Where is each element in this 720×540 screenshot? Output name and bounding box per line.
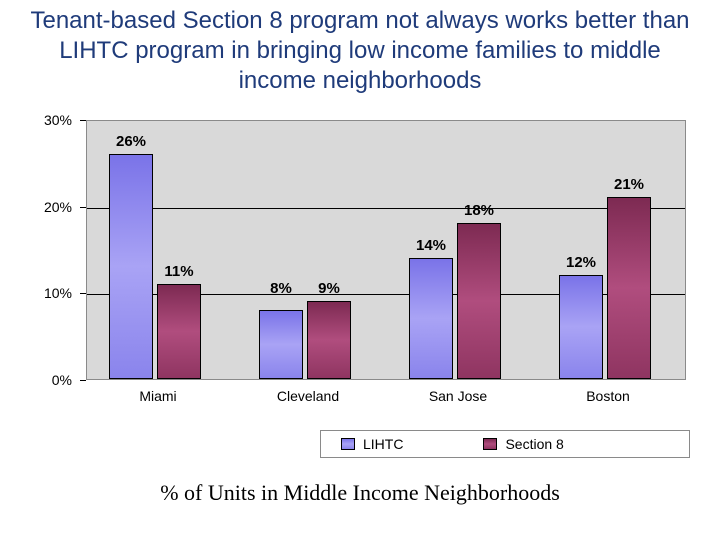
- bar-label: 26%: [116, 133, 146, 150]
- y-tick-0: 0%: [52, 372, 72, 388]
- bar-lihtc-boston: [559, 275, 603, 379]
- y-tick-2: 20%: [44, 199, 72, 215]
- bar-label: 9%: [318, 280, 340, 297]
- group-cleveland: 8% 9%: [237, 121, 387, 379]
- y-mark: [80, 380, 86, 381]
- bar-lihtc-sanjose: [409, 258, 453, 379]
- bar-section8-boston: [607, 197, 651, 379]
- bar-section8-sanjose: [457, 223, 501, 379]
- bar-label: 21%: [614, 176, 644, 193]
- bar-label: 8%: [270, 280, 292, 297]
- legend-item-lihtc: LIHTC: [341, 436, 403, 452]
- chart-container: 0% 10% 20% 30% 26% 11% 8% 9% 14% 18%: [30, 120, 690, 420]
- legend-swatch-icon: [341, 438, 355, 450]
- y-tick-3: 30%: [44, 112, 72, 128]
- bar-lihtc-miami: [109, 154, 153, 379]
- bar-section8-cleveland: [307, 301, 351, 379]
- plot-area: 26% 11% 8% 9% 14% 18% 12% 21%: [86, 120, 686, 380]
- legend-item-section8: Section 8: [483, 436, 563, 452]
- x-label-boston: Boston: [586, 388, 630, 404]
- x-label-sanjose: San Jose: [429, 388, 487, 404]
- bar-lihtc-cleveland: [259, 310, 303, 379]
- legend-label: LIHTC: [363, 436, 403, 452]
- group-boston: 12% 21%: [537, 121, 687, 379]
- bar-label: 18%: [464, 202, 494, 219]
- legend-label: Section 8: [505, 436, 563, 452]
- caption: % of Units in Middle Income Neighborhood…: [0, 480, 720, 506]
- y-axis: 0% 10% 20% 30%: [30, 120, 80, 380]
- x-label-miami: Miami: [139, 388, 176, 404]
- page-title: Tenant-based Section 8 program not alway…: [0, 0, 720, 96]
- bar-label: 14%: [416, 237, 446, 254]
- bar-label: 12%: [566, 254, 596, 271]
- bar-section8-miami: [157, 284, 201, 379]
- legend: LIHTC Section 8: [320, 430, 690, 458]
- x-label-cleveland: Cleveland: [277, 388, 339, 404]
- legend-swatch-icon: [483, 438, 497, 450]
- group-miami: 26% 11%: [87, 121, 237, 379]
- group-sanjose: 14% 18%: [387, 121, 537, 379]
- bar-label: 11%: [164, 263, 193, 280]
- y-tick-1: 10%: [44, 285, 72, 301]
